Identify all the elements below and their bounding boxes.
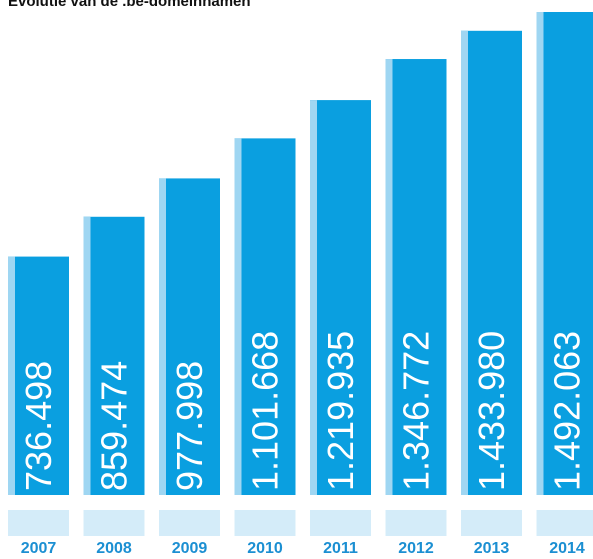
- category-box: [234, 510, 296, 536]
- bar: [8, 256, 69, 495]
- bar-highlight: [461, 30, 468, 495]
- category-box: [159, 510, 220, 536]
- bar-highlight: [385, 59, 393, 496]
- category-box: [8, 510, 69, 536]
- x-tick-label: 2007: [21, 540, 57, 557]
- bar: [310, 100, 371, 495]
- bar: [536, 12, 593, 495]
- x-tick-label: 2013: [474, 540, 510, 557]
- bar: [234, 138, 296, 495]
- bar-highlight: [536, 12, 544, 495]
- x-tick-label: 2008: [96, 540, 132, 557]
- bar-highlight: [310, 100, 317, 495]
- value-label: 1.101.668: [245, 331, 286, 491]
- bar-highlight: [159, 178, 166, 495]
- value-label: 1.433.980: [471, 331, 512, 491]
- value-label: 977.998: [169, 361, 210, 491]
- value-label: 859.474: [94, 361, 135, 491]
- bar: [83, 216, 145, 495]
- x-tick-label: 2009: [172, 540, 208, 557]
- bar-highlight: [83, 216, 91, 495]
- category-box: [310, 510, 371, 536]
- value-label: 736.498: [18, 361, 59, 491]
- category-box: [461, 510, 522, 536]
- x-tick-label: 2014: [549, 540, 585, 557]
- bar: [385, 59, 447, 496]
- category-box: [385, 510, 447, 536]
- x-tick-label: 2011: [323, 540, 358, 557]
- x-tick-label: 2010: [247, 540, 283, 557]
- value-label: 1.346.772: [396, 331, 437, 491]
- bar: [461, 30, 522, 495]
- bar-highlight: [234, 138, 242, 495]
- category-box: [536, 510, 593, 536]
- x-tick-label: 2012: [398, 540, 434, 557]
- value-label: 1.492.063: [547, 331, 588, 491]
- bar-highlight: [8, 256, 15, 495]
- bar: [159, 178, 220, 495]
- chart-title: Evolutie van de .be-domeinnamen: [8, 0, 251, 10]
- category-box: [83, 510, 145, 536]
- value-label: 1.219.935: [320, 331, 361, 491]
